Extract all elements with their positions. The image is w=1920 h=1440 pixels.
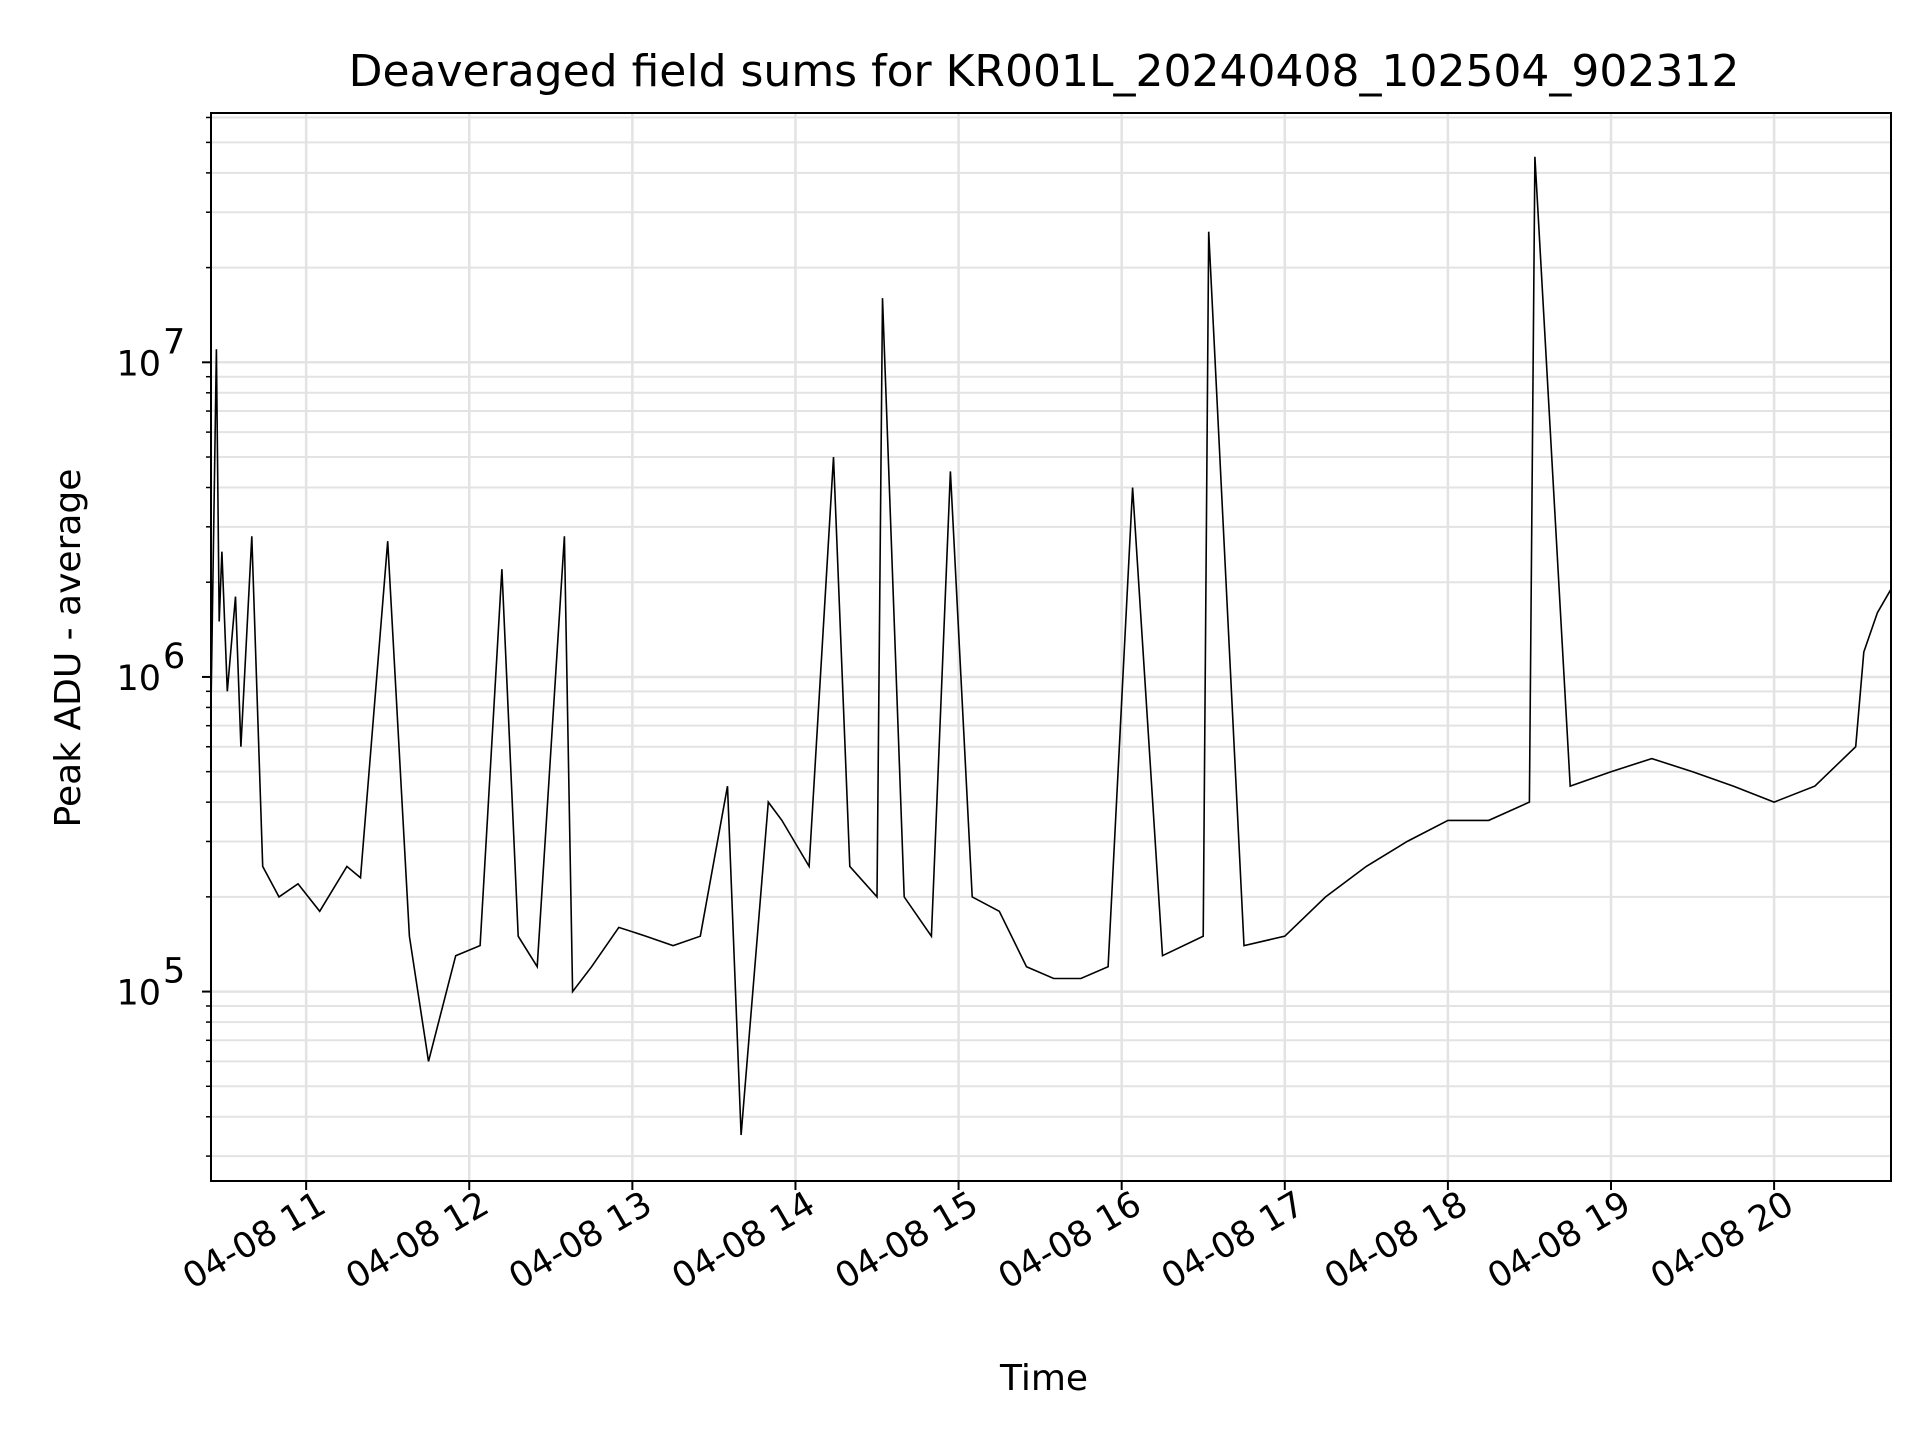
- y-tick-label: 10: [116, 659, 161, 699]
- y-tick-label: 10: [116, 974, 161, 1014]
- y-axis-label: Peak ADU - average: [48, 469, 89, 828]
- y-tick-exponent: 6: [163, 637, 185, 677]
- chart-title: Deaveraged field sums for KR001L_2024040…: [349, 46, 1740, 97]
- series-line: [210, 156, 1892, 1136]
- y-tick-exponent: 5: [163, 952, 185, 992]
- ticks: [202, 116, 1776, 1190]
- plot-frame: [210, 112, 1892, 1182]
- series: [210, 156, 1892, 1136]
- y-tick-label: 10: [116, 344, 161, 384]
- x-axis-label: Time: [999, 1358, 1088, 1399]
- y-tick-exponent: 7: [163, 322, 185, 362]
